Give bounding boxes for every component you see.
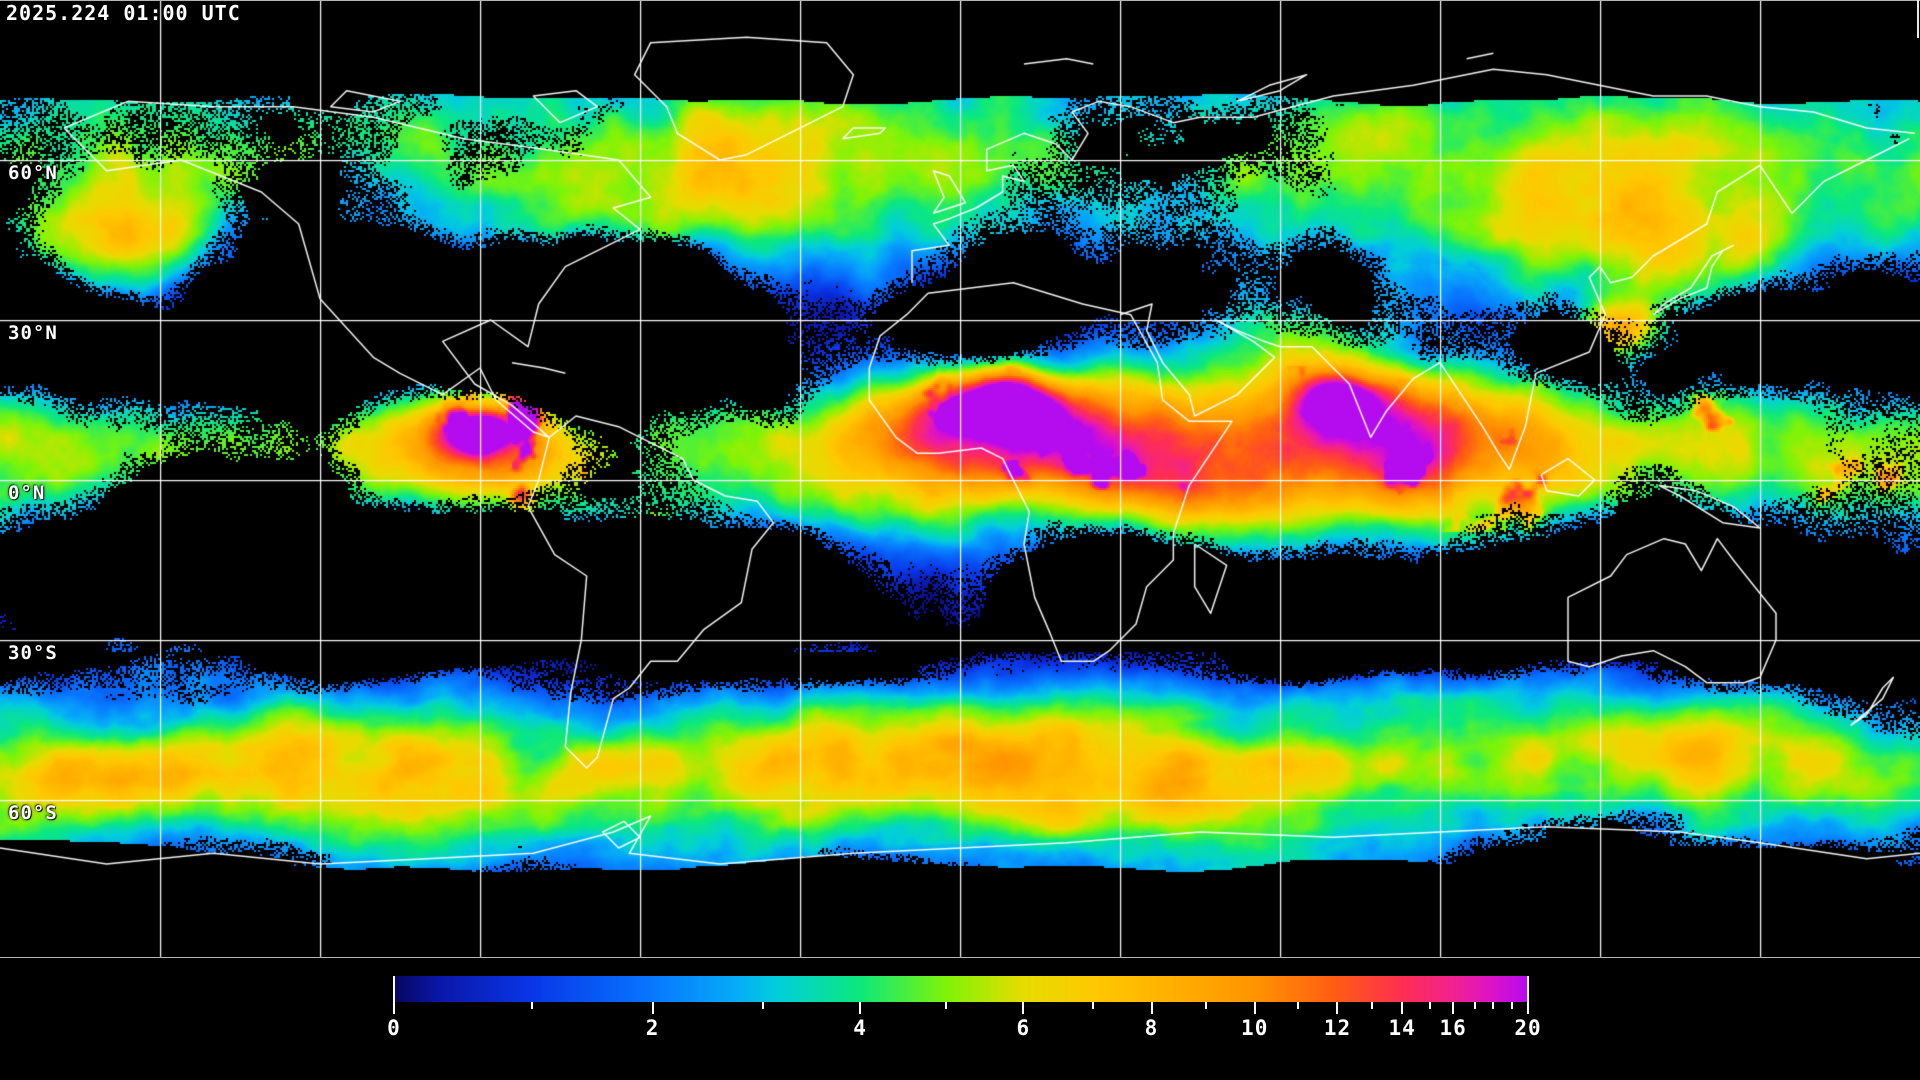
- colorbar-tick-9: [1204, 1002, 1207, 1009]
- colorbar-tick-10: [1253, 1002, 1256, 1014]
- colorbar-tick-label-2: 2: [645, 1016, 660, 1040]
- colorbar-tick-label-0: 0: [387, 1016, 401, 1040]
- colorbar-tick-6: [1022, 1002, 1025, 1014]
- colorbar-tick-11: [1296, 1002, 1299, 1009]
- colorbar-tick-8: [1150, 1002, 1153, 1014]
- colorbar-tick-label-10: 10: [1241, 1016, 1269, 1040]
- colorbar-tick-0: [393, 976, 395, 1014]
- colorbar-tick-label-8: 8: [1144, 1016, 1159, 1040]
- timestamp-label: 2025.224 01:00 UTC: [6, 1, 241, 25]
- colorbar-tick-15: [1429, 1002, 1432, 1009]
- colorbar-tick-2: [651, 1002, 654, 1014]
- colorbar-tick-13: [1370, 1002, 1373, 1009]
- colorbar-tick-label-12: 12: [1323, 1016, 1352, 1040]
- colorbar-tick-label-16: 16: [1439, 1016, 1467, 1040]
- map-top-frame-line: [0, 0, 1920, 1]
- colorbar-tick-label-6: 6: [1016, 1016, 1031, 1040]
- colorbar-tick-1: [531, 1002, 534, 1009]
- latitude-label-60s: 60°S: [8, 802, 58, 824]
- colorbar-tick-20: [1527, 976, 1529, 1014]
- colorbar-tick-label-20: 20: [1514, 1016, 1542, 1040]
- colorbar-tick-18: [1491, 1002, 1494, 1009]
- colorbar-tick-5: [945, 1002, 948, 1009]
- latitude-label-30n: 30°N: [8, 322, 58, 344]
- latitude-label-0n: 0°N: [8, 482, 46, 504]
- latitude-label-30s: 30°S: [8, 642, 58, 664]
- colorbar-tick-label-4: 4: [853, 1016, 867, 1040]
- map-right-frame-segment: [1917, 0, 1919, 38]
- colorbar-tick-7: [1091, 1002, 1094, 1009]
- colorbar-tick-4: [859, 1002, 862, 1014]
- colorbar-tick-label-14: 14: [1388, 1016, 1416, 1040]
- colorbar-tick-12: [1336, 1002, 1339, 1014]
- colorbar-gradient: [394, 976, 1528, 1002]
- colorbar-tick-19: [1511, 1002, 1514, 1009]
- colorbar-tick-14: [1401, 1002, 1404, 1014]
- colorbar-tick-3: [761, 1002, 764, 1009]
- latitude-label-60n: 60°N: [8, 162, 58, 184]
- map-bottom-frame-line: [0, 957, 1920, 958]
- world-cloud-map: [0, 0, 1920, 960]
- colorbar-tick-16: [1452, 1002, 1455, 1014]
- colorbar-tick-17: [1473, 1002, 1476, 1009]
